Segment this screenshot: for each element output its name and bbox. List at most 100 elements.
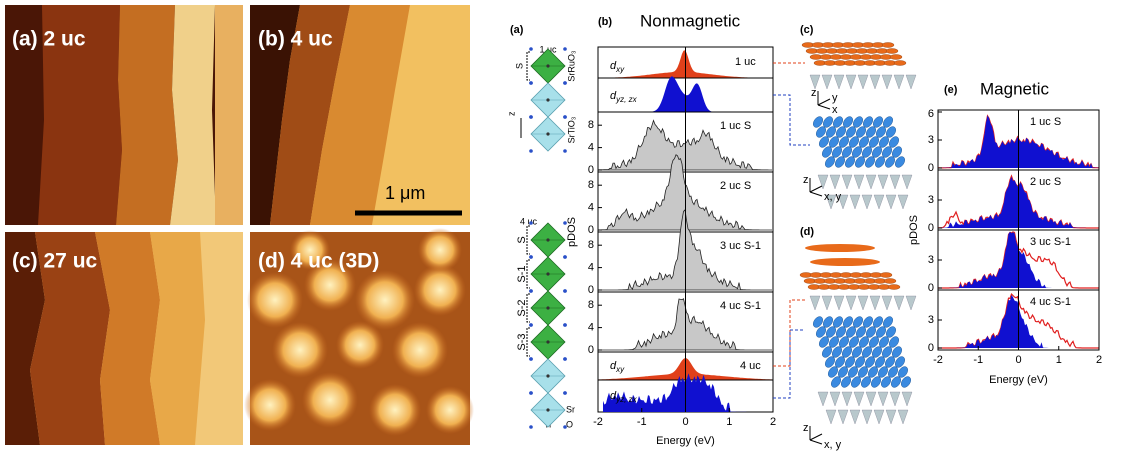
octahedron-face [877,391,889,407]
orbital-lobe [895,156,905,168]
x-tick-label: -2 [933,354,943,366]
orbital-lobe [882,146,892,158]
octahedron-face [853,174,865,190]
orbital-lobe [872,146,882,158]
atom [546,238,550,242]
y-tick-label: 4 [588,142,594,154]
layer-label: S [514,63,524,69]
orbital-lobe [893,60,907,66]
axis-arrow [809,191,823,197]
octahedron-face [901,391,913,407]
x-tick-label: -2 [593,416,603,428]
octahedron-face [905,74,917,90]
octahedron-face [817,174,829,190]
atom [529,81,533,85]
orbital-lobe [832,146,842,158]
orbital-lobe [855,156,865,168]
afm-label: (b) 4 uc [258,28,333,51]
orbital-lobe [885,356,895,368]
atom [563,425,567,429]
atom [529,149,533,153]
y-tick-label: 0 [928,342,934,354]
orbital-lobe [848,366,858,378]
octahedron-face [897,409,909,425]
orbital-lobe [889,336,899,348]
octahedron-face [809,74,821,90]
orbital-lobe [856,126,866,138]
x-tick-label: -1 [637,416,647,428]
orbital-lobe [842,346,852,358]
axis-label: x, y [824,191,842,203]
atom [529,115,533,119]
afm-label: (c) 27 uc [12,250,98,273]
x-tick-label: 2 [1096,354,1102,366]
atom [546,272,550,276]
orbital-lobe [865,156,875,168]
atom [529,255,533,259]
orbital-lobe [823,116,833,128]
orbital-lobe [829,136,839,148]
orbital-lobe [833,116,843,128]
orbital-lobe [895,356,905,368]
atom [563,221,567,225]
octahedron-face [905,295,917,311]
orbital-lobe [881,42,895,48]
octahedron-face [857,295,869,311]
orbital-lobe [869,136,879,148]
y-tick-label: 4 [588,262,594,274]
orbital-lobe [873,316,883,328]
orbital-subscript: xy [615,365,625,374]
atom [546,374,550,378]
y-tick-label: 6 [928,108,934,120]
y-tick-label: 0 [588,164,594,176]
x-tick-label: 0 [1015,354,1021,366]
octahedron-face [869,74,881,90]
orbital-label: dxy [610,360,625,374]
orbital-lobe [891,376,901,388]
atom [546,306,550,310]
orbital-lobe [825,156,835,168]
afm-label: (a) 2 uc [12,28,86,51]
connector [773,299,805,367]
orbital-lobe [810,258,880,266]
y-axis-label: pDOS [566,217,578,247]
orbital-lobe [863,316,873,328]
octahedron-face [893,74,905,90]
orbital-lobe [836,326,846,338]
octahedron-face [865,391,877,407]
axis-label: x, y [824,439,842,451]
octahedron-face [837,194,849,210]
afm-image-a [5,5,243,225]
atom-label: Sr [566,404,575,414]
layer-bracket [526,225,530,255]
orbital-lobe [885,48,899,54]
octahedron-face [873,409,885,425]
orbital-lobe [843,316,853,328]
panel-title: Nonmagnetic [640,11,741,30]
orbital-lobe [859,336,869,348]
atom [563,115,567,119]
octahedron-face [817,391,829,407]
octahedron-face [893,295,905,311]
orbital-lobe [862,146,872,158]
orbital-lobe [833,316,843,328]
octahedron-face [849,409,861,425]
orbital-lobe [886,126,896,138]
orbital-lobe [849,136,859,148]
orbital-lobe [805,244,875,252]
layer-label: S [516,236,528,243]
octahedron-face [845,74,857,90]
orbital-lobe [868,366,878,378]
orbital-lobe [828,366,838,378]
octahedron-face [865,174,877,190]
orbital-lobe [883,278,897,284]
y-tick-label: 8 [588,179,594,191]
orbital-lobe [835,156,845,168]
y-tick-label: 8 [588,239,594,251]
axis-arrow [817,104,831,110]
layer-bracket [526,293,530,323]
orbital-subscript: yz, zx [615,95,637,104]
octahedron-face [837,409,849,425]
row-caption: 1 uc [735,56,756,68]
orbital-lobe [822,146,832,158]
